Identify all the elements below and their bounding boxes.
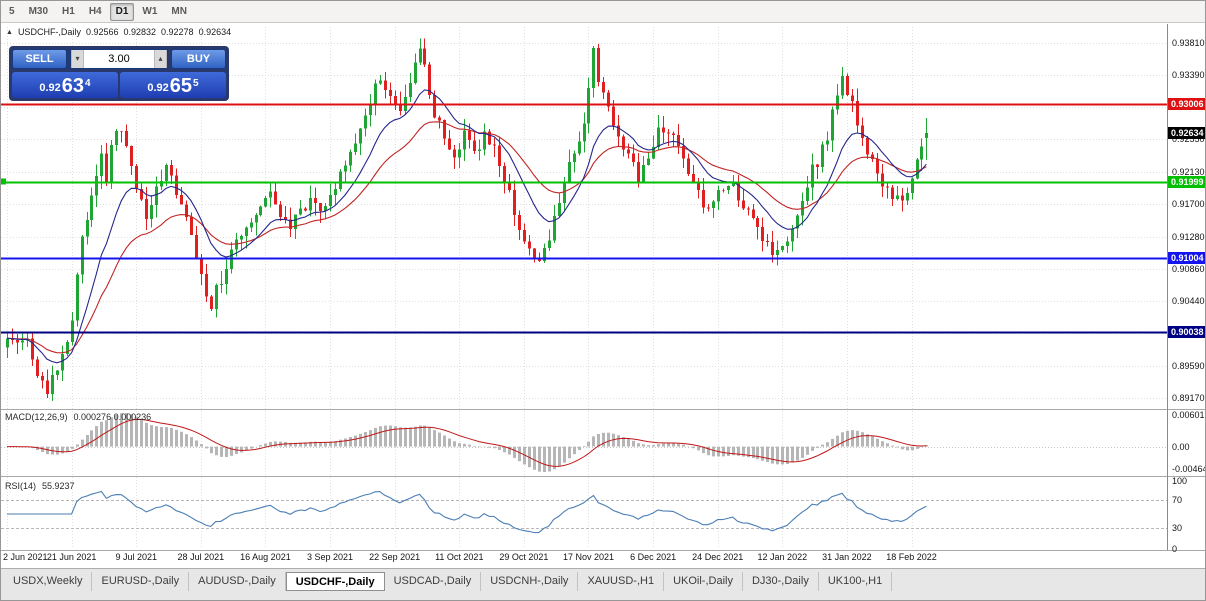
price-axis-label: 0.90440	[1172, 295, 1205, 306]
chart-tab[interactable]: AUDUSD-,Daily	[189, 572, 286, 591]
volume-input[interactable]: 3.00	[108, 53, 130, 65]
timeframe-button-5[interactable]: 5	[9, 5, 15, 17]
price-axis-label: 0.93390	[1172, 70, 1205, 81]
chart-tab[interactable]: USDCNH-,Daily	[481, 572, 579, 591]
chart-tab[interactable]: XAUUSD-,H1	[578, 572, 665, 591]
sell-price-display[interactable]: 0.92 63 4	[12, 72, 118, 98]
macd-header: MACD(12,26,9) 0.000276 0.000236	[5, 412, 151, 422]
one-click-trading-panel: SELL ▾ 3.00 ▴ BUY 0.92 63 4 0.92 65 5	[9, 46, 229, 101]
date-axis-label: 11 Oct 2021	[435, 552, 484, 562]
date-axis-label: 6 Dec 2021	[630, 552, 677, 562]
chart-tab[interactable]: USDX,Weekly	[4, 572, 93, 591]
price-line-tag: 0.93006	[1168, 98, 1205, 111]
date-axis-label: 31 Jan 2022	[822, 552, 872, 562]
buy-price-big: 65	[169, 75, 193, 97]
chart-tabs: USDX,Weekly EURUSD-,Daily AUDUSD-,Daily USD…	[1, 568, 1205, 600]
timeframe-toolbar: 5 M30 H1 H4 D1 W1 MN	[1, 1, 1205, 23]
ohlc-close: 0.92634	[198, 27, 232, 37]
rsi-axis-label: 30	[1172, 523, 1183, 533]
price-axis-label: 0.89170	[1172, 392, 1205, 403]
date-axis-label: 12 Jan 2022	[757, 552, 808, 562]
panel-separators	[1, 24, 1205, 551]
sell-button[interactable]: SELL	[12, 49, 67, 69]
rsi-header: RSI(14) 55.9237	[5, 481, 75, 491]
price-line-tag: 0.91999	[1168, 175, 1205, 188]
timeframe-button-d1[interactable]: D1	[109, 2, 135, 21]
sell-price-big: 63	[61, 75, 85, 97]
chart-tab[interactable]: UK100-,H1	[819, 572, 893, 591]
candles-layer	[6, 38, 928, 401]
date-axis-label: 29 Oct 2021	[499, 552, 549, 562]
chart-collapse-icon: ▲	[6, 28, 13, 36]
macd-layer	[1, 413, 1167, 472]
rsi-axis-label: 0	[1172, 544, 1178, 554]
price-axis-label: 0.92130	[1172, 166, 1205, 177]
timeframe-button-w1[interactable]: W1	[142, 5, 158, 17]
date-axis-label: 16 Aug 2021	[240, 552, 291, 562]
macd-axis-label: -0.00464	[1172, 464, 1206, 474]
macd-label: MACD(12,26,9)	[5, 412, 68, 422]
chart-tab[interactable]: USDCHF-,Daily	[285, 572, 385, 591]
timeframe-button-h1[interactable]: H1	[62, 5, 75, 17]
price-axis-label: 0.89590	[1172, 360, 1205, 371]
chart-tab[interactable]: USDCAD-,Daily	[385, 572, 482, 591]
rsi-layer	[1, 490, 1167, 534]
ohlc-high: 0.92832	[123, 27, 157, 37]
volume-decrease-icon[interactable]: ▾	[71, 50, 84, 68]
rsi-axis-label: 70	[1172, 495, 1183, 505]
rsi-label: RSI(14)	[5, 481, 37, 491]
date-axis-label: 9 Jul 2021	[115, 552, 157, 562]
ohlc-open: 0.92566	[85, 27, 119, 37]
date-axis-label: 28 Jul 2021	[177, 552, 225, 562]
macd-axis-label: 0.00	[1172, 441, 1190, 452]
price-line-tag: 0.90038	[1168, 325, 1205, 338]
price-axis-label: 0.92550	[1172, 134, 1205, 145]
sell-price-sup: 4	[85, 78, 91, 89]
timeframe-button-h4[interactable]: H4	[88, 5, 102, 17]
sell-price-prefix: 0.92	[39, 82, 61, 94]
chart-tab[interactable]: UKOil-,Daily	[664, 572, 743, 591]
timeframe-button-mn[interactable]: MN	[171, 5, 187, 17]
line-anchor-marker[interactable]	[1, 178, 6, 185]
price-axis-label: 0.91280	[1172, 231, 1205, 242]
buy-button[interactable]: BUY	[171, 49, 226, 69]
date-axis-label: 2 Jun 2021	[3, 552, 48, 562]
buy-price-prefix: 0.92	[147, 82, 169, 94]
timeframe-button-m30[interactable]: M30	[28, 5, 49, 17]
date-axis-label: 17 Nov 2021	[562, 552, 615, 562]
price-axis-label: 0.91700	[1172, 199, 1205, 210]
current-price-tag: 0.92634	[1168, 126, 1205, 139]
price-axis-label: 0.90860	[1172, 263, 1205, 274]
buy-price-display[interactable]: 0.92 65 5	[120, 72, 226, 98]
price-line-tag: 0.91004	[1168, 251, 1205, 264]
volume-increase-icon[interactable]: ▴	[154, 50, 167, 68]
chart-ohlc-header: ▲ USDCHF-,Daily 0.92566 0.92832 0.92278 …	[6, 27, 231, 37]
price-axis-label: 0.93810	[1172, 37, 1205, 48]
chart-title: USDCHF-,Daily	[17, 27, 81, 37]
rsi-value: 55.9237	[42, 481, 75, 491]
volume-spinner: ▾ 3.00 ▴	[70, 49, 168, 69]
macd-values: 0.000276 0.000236	[73, 412, 152, 422]
date-axis-label: 18 Feb 2022	[886, 552, 937, 562]
ohlc-low: 0.92278	[161, 27, 194, 37]
date-axis-label: 24 Dec 2021	[692, 552, 744, 562]
chart-tab[interactable]: EURUSD-,Daily	[92, 572, 190, 591]
date-axis-label: 22 Sep 2021	[369, 552, 421, 562]
buy-price-sup: 5	[193, 78, 199, 89]
date-axis-label: 21 Jun 2021	[46, 552, 97, 562]
macd-axis-label: 0.00601	[1172, 410, 1205, 420]
date-axis-label: 3 Sep 2021	[307, 552, 354, 562]
rsi-axis-label: 100	[1172, 476, 1188, 486]
moving-average-lines	[6, 89, 927, 364]
chart-tab[interactable]: DJ30-,Daily	[743, 572, 819, 591]
